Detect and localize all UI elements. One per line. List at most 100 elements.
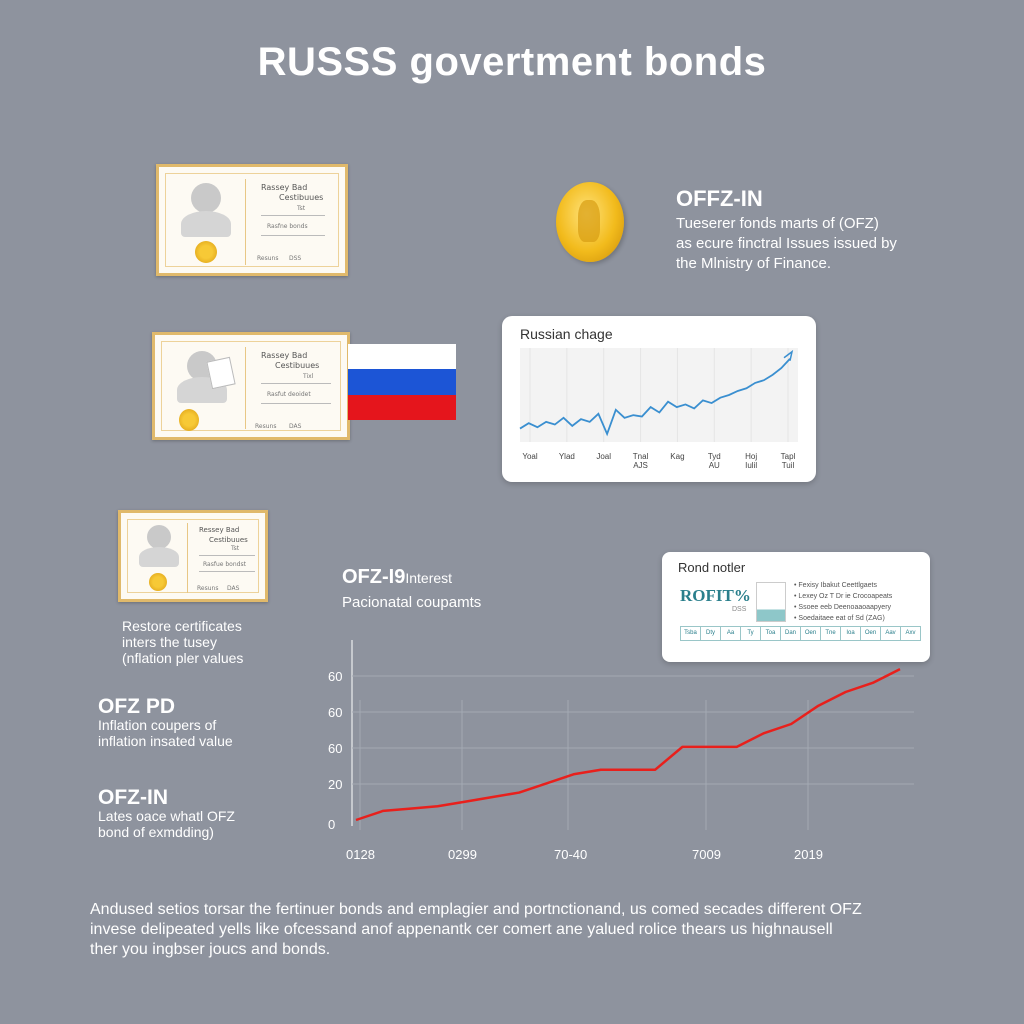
y-tick-label: 60 bbox=[328, 669, 342, 684]
note-line: inters the tusey bbox=[122, 634, 217, 650]
ofz-in-description: Tueserer fonds marts of (OFZ) as ecure f… bbox=[676, 214, 897, 274]
russian-flag bbox=[348, 344, 456, 420]
russian-line-chart bbox=[519, 348, 798, 442]
bullet-item: • Fexisy Ibakut Ceettlgaets bbox=[794, 582, 877, 589]
bond-card-title: Rond notler bbox=[678, 560, 746, 575]
x-tick-label: Tyd AU bbox=[707, 452, 721, 470]
bullet-item: • Ssoee eeb Deenoaaoaapyery bbox=[794, 604, 892, 611]
table-cell: Dan bbox=[780, 626, 801, 641]
certificate-rule bbox=[261, 403, 331, 404]
x-tick-label: 2019 bbox=[794, 847, 823, 862]
certificate-title-1: Ressey Bad bbox=[199, 526, 240, 534]
footer-paragraph: Andused setios torsar the fertinuer bond… bbox=[90, 900, 970, 960]
x-tick-label: 70-40 bbox=[554, 847, 587, 862]
certificate-footer-right: DAS bbox=[227, 585, 240, 592]
mini-chart-icon bbox=[756, 582, 786, 622]
description-line: Lates oace whatl OFZ bbox=[98, 808, 235, 824]
x-tick-label: Tnal AJS bbox=[632, 452, 649, 470]
x-tick-label: 7009 bbox=[692, 847, 721, 862]
certificate-footer-left: Resuns bbox=[257, 255, 279, 262]
page-title: RUSSS govertment bonds bbox=[257, 40, 767, 84]
x-tick-label: Joal bbox=[596, 452, 612, 461]
certificate-label: Rasfue bondst bbox=[203, 561, 246, 568]
ofz-in-bottom-description: Lates oace whatl OFZ bond of exmdding) bbox=[98, 808, 235, 840]
certificate-sub: Tst bbox=[297, 205, 306, 212]
footer-line: Andused setios torsar the fertinuer bond… bbox=[90, 901, 862, 918]
certificate-sub: Tst bbox=[231, 545, 240, 552]
description-line: bond of exmdding) bbox=[98, 824, 214, 840]
series-line bbox=[519, 358, 791, 437]
table-cell: Axv bbox=[900, 626, 921, 641]
certificate-rule bbox=[261, 383, 331, 384]
certificate-title-1: Rassey Bad bbox=[261, 183, 308, 192]
y-tick-label: 20 bbox=[328, 777, 342, 792]
series-line bbox=[355, 668, 901, 822]
certificate-border bbox=[165, 173, 339, 267]
certificate-footer-left: Resuns bbox=[255, 423, 277, 430]
ofz-pd-description: Inflation coupers of inflation insated v… bbox=[98, 717, 233, 749]
bullet-text: Ssoee eeb Deenoaaoaapyery bbox=[798, 604, 892, 611]
note-line: (nflation pler values bbox=[122, 650, 244, 666]
description-line: Inflation coupers of bbox=[98, 717, 217, 733]
certificate-footer-right: DSS bbox=[289, 255, 302, 262]
table-cell: Aav bbox=[880, 626, 901, 641]
table-cell: Oen bbox=[800, 626, 821, 641]
y-tick-label: 60 bbox=[328, 741, 342, 756]
certificate-notes: Restore certificates inters the tusey (n… bbox=[122, 618, 243, 666]
bond-data-table: Tsba Dty Aa Ty Toa Dan Oen Tne Ioa Oen Aav Axv bbox=[680, 626, 921, 641]
note-line: Restore certificates bbox=[122, 618, 242, 634]
table-cell: Ioa bbox=[840, 626, 861, 641]
coin-emblem-icon bbox=[578, 200, 600, 242]
description-line: as ecure finctral Issues issued by bbox=[676, 235, 897, 252]
certificate-rule bbox=[261, 215, 325, 216]
y-tick-label: 0 bbox=[328, 817, 335, 832]
flag-stripe-blue bbox=[348, 369, 456, 395]
table-cell: Oen bbox=[860, 626, 881, 641]
avatar bbox=[147, 525, 171, 549]
bullet-item: • Lexey Oz T Dr ie Crocoapeats bbox=[794, 593, 893, 600]
table-cell: Toa bbox=[760, 626, 781, 641]
certificate-divider bbox=[245, 347, 246, 429]
rofit-label: ROFIT% bbox=[680, 586, 751, 605]
bullet-text: Lexey Oz T Dr ie Crocoapeats bbox=[798, 593, 893, 600]
ofz-in-bottom-heading: OFZ-IN bbox=[98, 786, 168, 809]
bullet-item: • Soedaitaee eat of Sd (ZAG) bbox=[794, 615, 885, 622]
ofz-19-sub: Pacionatal coupamts bbox=[342, 594, 482, 611]
bond-certificate: Rassey Bad Cestibuues Tst Rasfne bonds R… bbox=[156, 164, 348, 276]
x-tick-label: 0128 bbox=[346, 847, 375, 862]
seal-icon bbox=[195, 241, 217, 263]
ofz-19-heading-suffix: Interest bbox=[405, 570, 453, 586]
trend-arrow-icon bbox=[783, 349, 794, 361]
bullet-text: Soedaitaee eat of Sd (ZAG) bbox=[798, 615, 885, 622]
x-tick-label: 0299 bbox=[448, 847, 477, 862]
seal-icon bbox=[149, 573, 167, 591]
footer-line: invese delipeated yells like ofcessand a… bbox=[90, 921, 833, 938]
x-tick-label: Hoj Iulil bbox=[745, 452, 758, 470]
bullet-text: Fexisy Ibakut Ceettlgaets bbox=[798, 582, 877, 589]
bond-certificate: Ressey Bad Cestibuues Tst Rasfue bondst … bbox=[118, 510, 268, 602]
description-line: the Mlnistry of Finance. bbox=[676, 255, 832, 272]
bond-card-bullets: • Fexisy Ibakut Ceettlgaets • Lexey Oz T… bbox=[794, 580, 892, 624]
certificate-title-2: Cestibuues bbox=[209, 536, 248, 544]
certificate-title-1: Rassey Bad bbox=[261, 351, 308, 360]
table-cell: Ty bbox=[740, 626, 761, 641]
table-cell: Tne bbox=[820, 626, 841, 641]
seal-icon bbox=[179, 409, 199, 431]
description-line: Tueserer fonds marts of (OFZ) bbox=[676, 215, 879, 232]
flag-stripe-red bbox=[348, 394, 456, 420]
ofz-19-heading-row: OFZ-I9Interest bbox=[342, 566, 452, 589]
ofz-in-heading: OFFZ-IN bbox=[676, 186, 763, 211]
certificate-divider bbox=[245, 179, 246, 265]
table-cell: Tsba bbox=[680, 626, 701, 641]
certificate-footer-right: DAS bbox=[289, 423, 302, 430]
table-cell: Aa bbox=[720, 626, 741, 641]
main-yield-chart: 60 60 60 20 0 0128 0299 70-40 7009 2019 bbox=[328, 640, 914, 862]
certificate-sub: Tixl bbox=[303, 373, 314, 380]
certificate-title-2: Cestibuues bbox=[275, 361, 320, 370]
rofit-sub: DSS bbox=[732, 606, 747, 613]
bond-certificate: Rassey Bad Cestibuues Tixl Rasfut deoide… bbox=[152, 332, 350, 440]
x-tick-label: Yoal bbox=[522, 452, 538, 461]
avatar-body bbox=[139, 547, 179, 567]
certificate-footer-left: Resuns bbox=[197, 585, 219, 592]
russian-chart-card: Russian chage Yoal Ylad Joal Tnal AJS Kag Tyd… bbox=[502, 316, 816, 482]
